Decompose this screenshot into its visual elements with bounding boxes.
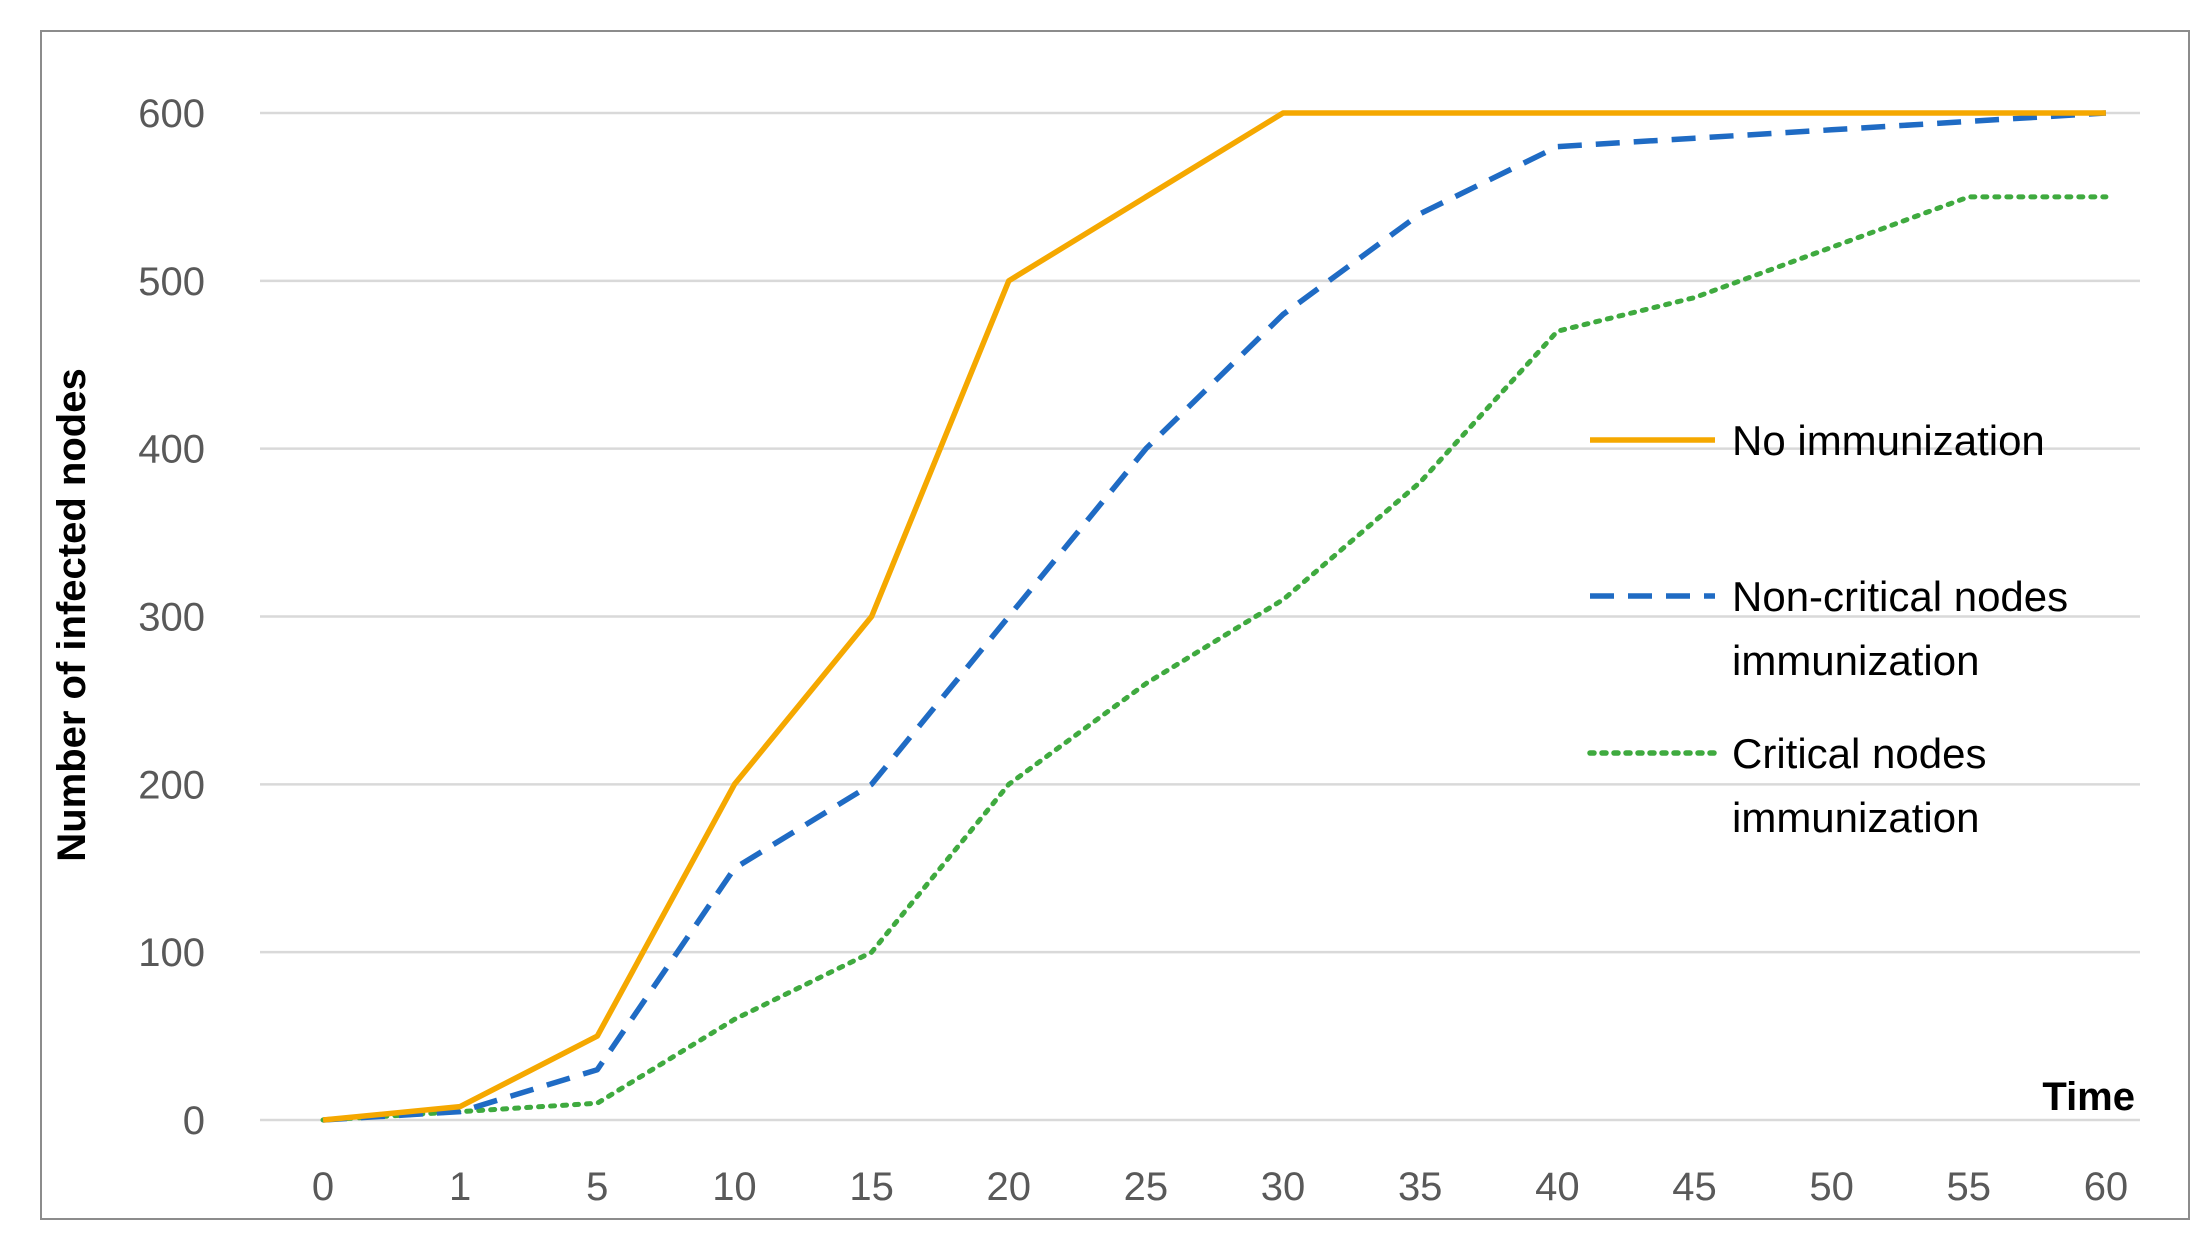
x-tick-label: 0 [312, 1165, 334, 1209]
y-tick-label: 600 [138, 92, 205, 136]
series-lines [320, 110, 2109, 1123]
x-tick-label: 1 [449, 1165, 471, 1209]
y-tick-label: 500 [138, 260, 205, 304]
y-tick-label: 0 [183, 1099, 205, 1143]
x-tick-label: 40 [1535, 1165, 1580, 1209]
y-tick-label: 100 [138, 931, 205, 975]
x-tick-label: 55 [1947, 1165, 1992, 1209]
x-tick-label: 50 [1809, 1165, 1854, 1209]
x-tick-labels: 0 1 5 10 15 20 25 30 35 40 45 50 55 60 [312, 1165, 2128, 1209]
legend-label: immunization [1732, 637, 1979, 684]
y-tick-label: 400 [138, 428, 205, 472]
legend-label: Non-critical nodes [1732, 573, 2068, 620]
x-tick-label: 5 [586, 1165, 608, 1209]
x-tick-label: 15 [849, 1165, 894, 1209]
y-tick-label: 300 [138, 596, 205, 640]
legend-label: immunization [1732, 794, 1979, 841]
x-axis-label: Time [2042, 1075, 2135, 1119]
legend-label: No immunization [1732, 417, 2045, 464]
legend-label: Critical nodes [1732, 730, 1986, 777]
x-tick-label: 45 [1672, 1165, 1717, 1209]
legend: No immunization Non-critical nodes immuniz… [1587, 417, 2068, 841]
chart-frame [40, 30, 2190, 1220]
x-tick-label: 10 [712, 1165, 757, 1209]
x-tick-label: 30 [1261, 1165, 1306, 1209]
x-tick-label: 25 [1124, 1165, 1169, 1209]
y-tick-label: 200 [138, 763, 205, 807]
x-tick-label: 60 [2084, 1165, 2129, 1209]
y-tick-labels: 0 100 200 300 400 500 600 [138, 92, 205, 1143]
x-tick-label: 20 [987, 1165, 1032, 1209]
y-axis-label: Number of infected nodes [50, 368, 94, 861]
series-line-2 [322, 110, 2107, 1123]
series-line-3 [320, 194, 2109, 1123]
x-tick-label: 35 [1398, 1165, 1443, 1209]
series-line-1 [322, 110, 2106, 1123]
